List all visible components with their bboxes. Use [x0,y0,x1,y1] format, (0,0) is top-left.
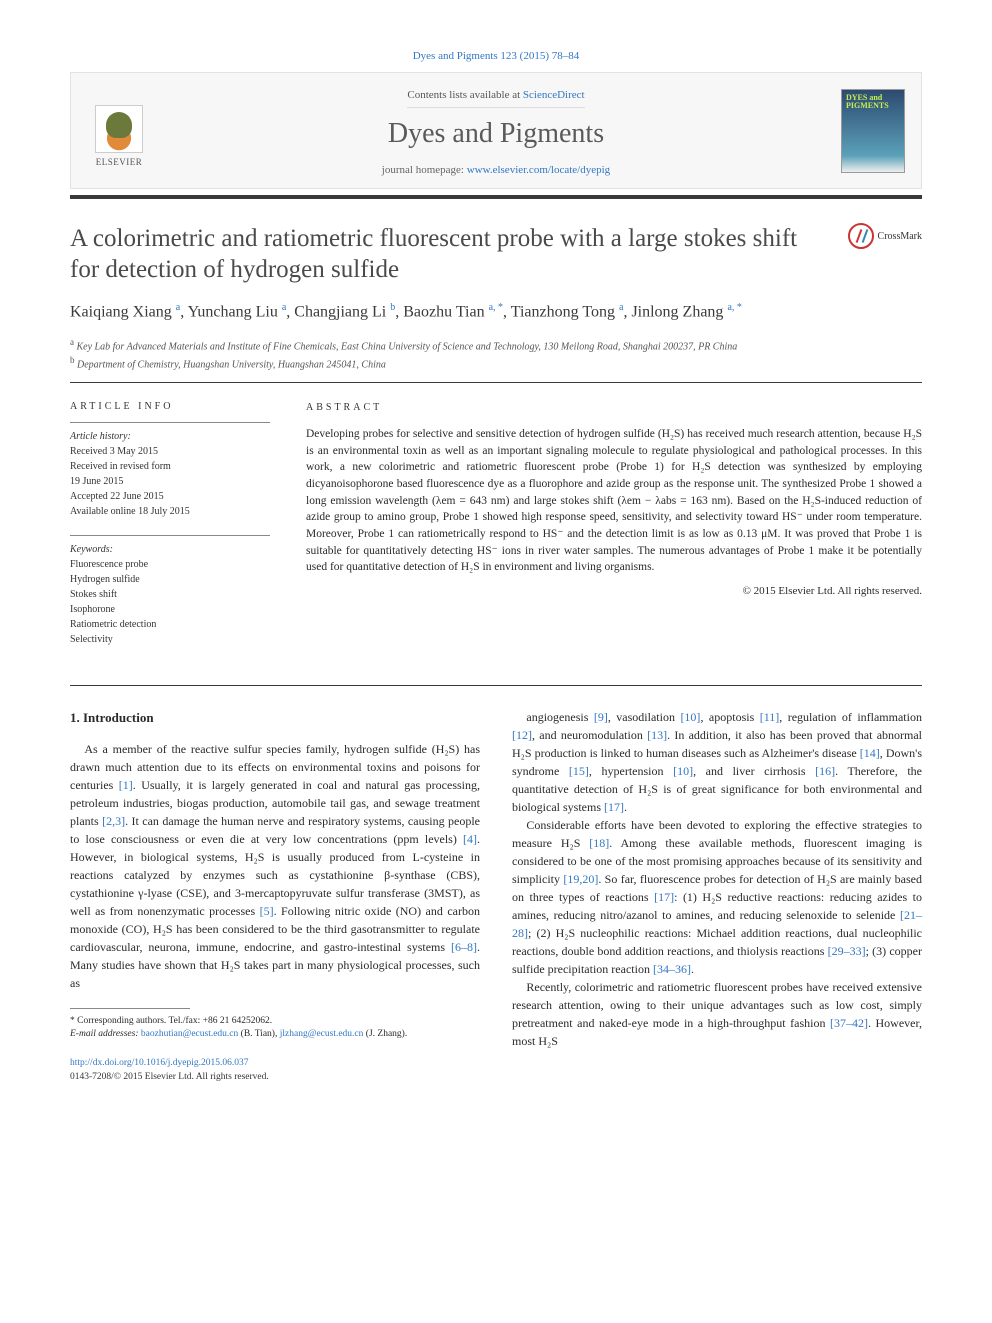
ref-link[interactable]: [21–28] [512,908,922,940]
banner-rule [70,195,922,199]
ref-link[interactable]: [10] [673,764,693,778]
email-link-2[interactable]: jlzhang@ecust.edu.cn [280,1029,364,1039]
ref-link[interactable]: [4] [463,832,477,846]
ref-link[interactable]: [11] [760,710,780,724]
elsevier-tree-icon [95,105,143,153]
body-para-4: Recently, colorimetric and ratiometric f… [512,978,922,1050]
ref-link[interactable]: [37–42] [830,1016,868,1030]
journal-homepage-link[interactable]: www.elsevier.com/locate/dyepig [467,164,610,176]
author-list: Kaiqiang Xiang a, Yunchang Liu a, Changj… [70,300,922,324]
ref-link[interactable]: [12] [512,728,532,742]
article-keywords: Keywords: Fluorescence probe Hydrogen su… [70,535,270,647]
article-title: A colorimetric and ratiometric fluoresce… [70,223,832,286]
crossmark-badge[interactable]: CrossMark [848,223,922,249]
journal-homepage: journal homepage: www.elsevier.com/locat… [169,164,823,176]
ref-link[interactable]: [17] [604,800,624,814]
ref-link[interactable]: [5] [260,904,274,918]
article-body: 1. Introduction As a member of the react… [70,708,922,1084]
ref-link[interactable]: [15] [569,764,589,778]
ref-link[interactable]: [34–36] [653,962,691,976]
email-link-1[interactable]: baozhutian@ecust.edu.cn [141,1029,238,1039]
ref-link[interactable]: [16] [815,764,835,778]
sciencedirect-link[interactable]: ScienceDirect [523,89,585,101]
ref-link[interactable]: [9] [594,710,608,724]
affiliations: a Key Lab for Advanced Materials and Ins… [70,336,922,373]
ref-link[interactable]: [18] [589,836,609,850]
running-header: Dyes and Pigments 123 (2015) 78–84 [70,50,922,62]
body-para-2: angiogenesis [9], vasodilation [10], apo… [512,708,922,816]
crossmark-icon [848,223,874,249]
body-para-1: As a member of the reactive sulfur speci… [70,740,480,992]
abstract: ABSTRACT Developing probes for selective… [306,401,922,663]
footnote-separator [70,1008,190,1009]
contents-available: Contents lists available at ScienceDirec… [407,89,584,108]
elsevier-label: ELSEVIER [96,157,143,167]
abstract-text: Developing probes for selective and sens… [306,426,922,576]
doi-link[interactable]: http://dx.doi.org/10.1016/j.dyepig.2015.… [70,1058,248,1068]
ref-link[interactable]: [1] [119,778,133,792]
abstract-rule [70,685,922,686]
abstract-copyright: © 2015 Elsevier Ltd. All rights reserved… [306,584,922,600]
journal-name: Dyes and Pigments [169,118,823,150]
ref-link[interactable]: [29–33] [828,944,866,958]
ref-link[interactable]: [2,3] [102,814,125,828]
ref-link[interactable]: [17] [654,890,674,904]
section-heading-intro: 1. Introduction [70,708,480,728]
citation-link[interactable]: Dyes and Pigments 123 (2015) 78–84 [413,50,580,62]
title-rule [70,382,922,383]
corresponding-footnote: * Corresponding authors. Tel./fax: +86 2… [70,1015,480,1042]
issn-copyright: 0143-7208/© 2015 Elsevier Ltd. All right… [70,1072,269,1082]
ref-link[interactable]: [10] [680,710,700,724]
elsevier-logo: ELSEVIER [87,95,151,167]
crossmark-label: CrossMark [878,231,922,242]
ref-link[interactable]: [19,20] [563,872,598,886]
doi-block: http://dx.doi.org/10.1016/j.dyepig.2015.… [70,1056,480,1085]
ref-link[interactable]: [13] [647,728,667,742]
body-para-3: Considerable efforts have been devoted t… [512,816,922,978]
journal-banner: ELSEVIER Contents lists available at Sci… [70,72,922,189]
article-history: Article history: Received 3 May 2015 Rec… [70,422,270,519]
article-info-sidebar: ARTICLE INFO Article history: Received 3… [70,401,270,663]
abstract-heading: ABSTRACT [306,401,922,416]
journal-cover-thumb: DYES and PIGMENTS [841,89,905,173]
ref-link[interactable]: [14] [860,746,880,760]
ref-link[interactable]: [6–8] [451,940,477,954]
article-info-heading: ARTICLE INFO [70,401,270,412]
